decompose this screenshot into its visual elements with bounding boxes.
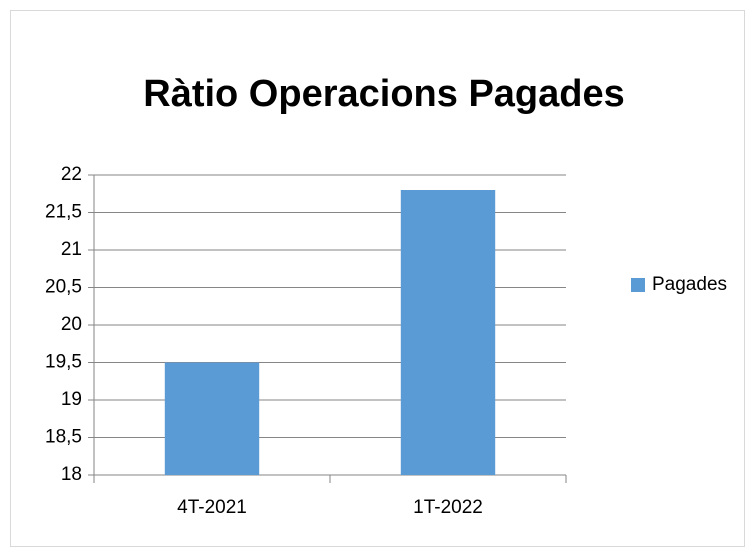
y-tick-label: 20,5 [45, 277, 82, 298]
y-tick-label: 21 [61, 239, 82, 260]
y-tick-label: 18,5 [45, 427, 82, 448]
legend-label: Pagades [652, 274, 727, 295]
bar [164, 362, 260, 475]
y-tick-label: 22 [61, 164, 82, 185]
y-tick-label: 20 [61, 314, 82, 335]
bar [400, 190, 496, 475]
x-tick-label: 4T-2021 [177, 497, 247, 518]
y-tick-label: 18 [61, 464, 82, 485]
y-tick-label: 19,5 [45, 352, 82, 373]
y-tick-label: 19 [61, 389, 82, 410]
chart-border [10, 10, 745, 547]
legend-swatch [631, 278, 645, 292]
x-tick-label: 1T-2022 [413, 497, 483, 518]
chart-title: Ràtio Operacions Pagades [143, 73, 625, 115]
y-tick-label: 21,5 [45, 202, 82, 223]
